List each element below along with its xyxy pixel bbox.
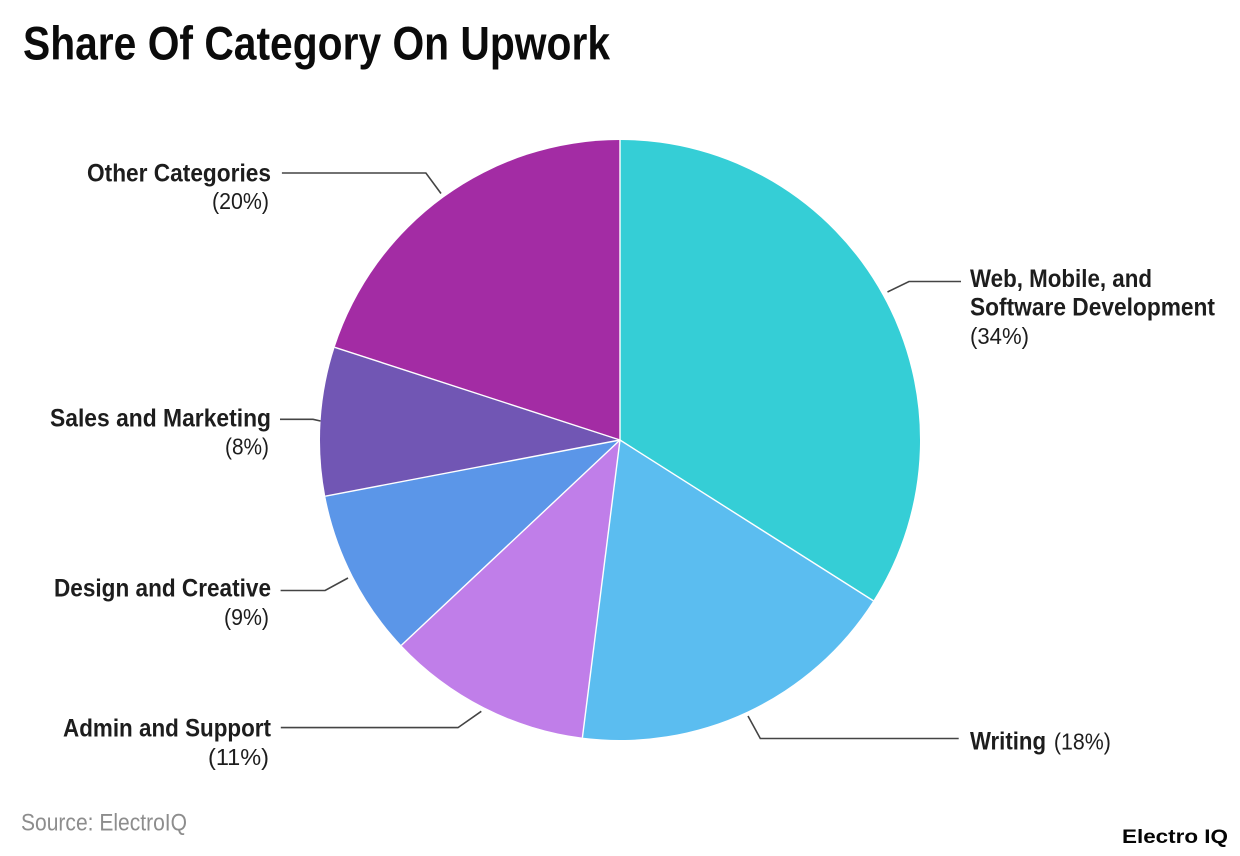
- svg-text:(20%): (20%): [212, 188, 269, 214]
- svg-text:(34%): (34%): [970, 323, 1029, 349]
- svg-text:Software Development: Software Development: [970, 293, 1216, 321]
- svg-text:Other Categories: Other Categories: [87, 159, 271, 187]
- svg-text:Web, Mobile, and: Web, Mobile, and: [970, 265, 1152, 293]
- svg-text:Share Of Category On Upwork: Share Of Category On Upwork: [23, 17, 611, 70]
- svg-text:(18%): (18%): [1054, 729, 1111, 755]
- svg-text:(9%): (9%): [224, 604, 269, 630]
- svg-text:(11%): (11%): [208, 744, 269, 770]
- svg-text:Source: ElectroIQ: Source: ElectroIQ: [21, 810, 187, 837]
- svg-text:Writing: Writing: [970, 728, 1046, 756]
- svg-text:(8%): (8%): [225, 434, 269, 460]
- svg-text:Sales and Marketing: Sales and Marketing: [50, 405, 271, 433]
- svg-text:Admin and Support: Admin and Support: [63, 714, 272, 742]
- svg-text:Electro IQ: Electro IQ: [1122, 827, 1228, 848]
- svg-text:Design and Creative: Design and Creative: [54, 574, 271, 602]
